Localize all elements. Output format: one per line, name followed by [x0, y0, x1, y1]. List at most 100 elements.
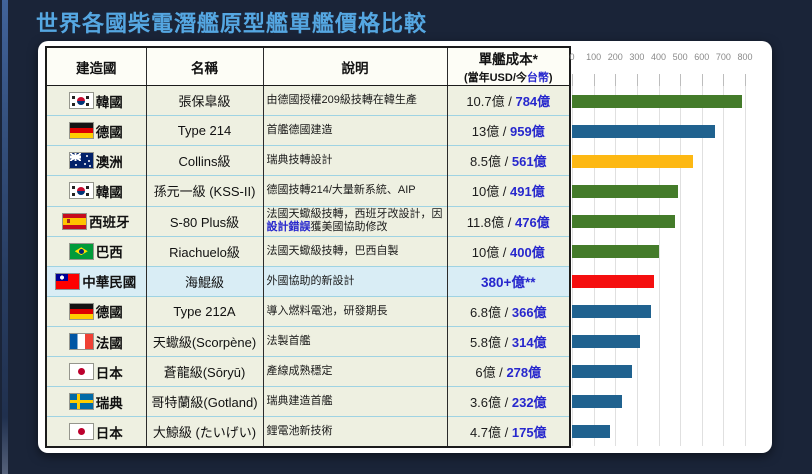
- axis-tick-label: 800: [737, 52, 753, 62]
- cost-cell: 8.5億 / 561億: [446, 145, 570, 176]
- design-error-link[interactable]: 設計錯誤: [266, 221, 311, 234]
- class-name: Collins級: [145, 145, 263, 176]
- class-name: Type 212A: [145, 295, 263, 327]
- x-axis: 0 100 200 300 400 500 600 700 800: [569, 52, 758, 64]
- bar-riachuelo: [572, 244, 659, 258]
- flag-germany-icon: [69, 303, 93, 319]
- description: 瑞典建造首艦: [262, 386, 447, 417]
- table-header-row: 建造國 名稱 說明 單艦成本* (當年USD/今台幣): [45, 47, 570, 86]
- bar-type-214: [572, 124, 715, 138]
- bar-soryu: [572, 364, 633, 378]
- page-title: 世界各國柴電潛艦原型艦單艦價格比較: [36, 11, 428, 36]
- flag-taiwan-icon: [56, 273, 80, 289]
- description: 法國天蠍級技轉，巴西自製: [262, 235, 447, 267]
- description: 導入燃料電池，研發期長: [262, 295, 447, 327]
- country-name: 德國: [95, 305, 123, 321]
- bar-jang-bogo: [572, 94, 742, 108]
- table-row: 德國 Type 212A 導入燃料電池，研發期長 6.8億 / 366億: [45, 295, 570, 327]
- description: 法國天蠍級技轉，西班牙改設計，因設計錯誤獲美國協助修改: [262, 205, 447, 237]
- description: 德國技轉214/大量新系統、AIP: [262, 175, 447, 206]
- flag-south-korea-icon: [69, 183, 93, 199]
- table-row: 瑞典 哥特蘭級(Gotland) 瑞典建造首艦 3.6億 / 232億: [45, 386, 570, 417]
- table-row: 澳洲 Collins級 瑞典技轉設計 8.5億 / 561億: [45, 145, 570, 176]
- header-cost-line2: (當年USD/今台幣): [463, 72, 553, 84]
- country-name: 日本: [95, 365, 123, 381]
- flag-germany-icon: [69, 123, 93, 139]
- bar-hai-kun: [572, 274, 655, 288]
- header-cost: 單艦成本* (當年USD/今台幣): [446, 47, 570, 86]
- submarine-price-table: 建造國 名稱 說明 單艦成本* (當年USD/今台幣) 韓國 張保皐級 由德國授…: [45, 46, 571, 448]
- description: 鋰電池新技術: [262, 416, 447, 447]
- content-card: 建造國 名稱 說明 單艦成本* (當年USD/今台幣) 韓國 張保皐級 由德國授…: [38, 41, 772, 453]
- country-name: 瑞典: [95, 395, 123, 411]
- country-name: 法國: [95, 335, 123, 351]
- country-name: 西班牙: [89, 215, 130, 231]
- description: 瑞典技轉設計: [262, 145, 447, 176]
- header-name: 名稱: [145, 47, 263, 86]
- description: 產線成熟穩定: [262, 356, 447, 387]
- table-row: 韓國 張保皐級 由德國授權209級技轉在韓生產 10.7億 / 784億: [45, 84, 570, 116]
- cost-cell: 6億 / 278億: [446, 356, 570, 387]
- header-cost-line1: 單艦成本*: [478, 52, 538, 67]
- table-row: 韓國 孫元一級 (KSS-II) 德國技轉214/大量新系統、AIP 10億 /…: [45, 175, 570, 206]
- axis-tick-label: 100: [586, 52, 602, 62]
- country-name: 中華民國: [82, 275, 137, 291]
- bar-type-212a: [572, 304, 652, 318]
- bar-kss-ii: [572, 184, 679, 198]
- flag-australia-icon: [69, 153, 93, 169]
- axis-tick-label: 600: [694, 52, 710, 62]
- country-name: 日本: [95, 425, 123, 441]
- cost-cell: 5.8億 / 314億: [446, 325, 570, 357]
- cost-cell: 4.7億 / 175億: [446, 416, 570, 447]
- flag-france-icon: [69, 334, 93, 350]
- table-row: 德國 Type 214 首艦德國建造 13億 / 959億: [45, 115, 570, 146]
- axis-tick-label: 700: [715, 52, 731, 62]
- axis-tick-label: 0: [569, 52, 575, 62]
- class-name: Riachuelo級: [145, 235, 263, 267]
- flag-south-korea-icon: [69, 93, 93, 109]
- class-name: S-80 Plus級: [145, 205, 263, 237]
- bar-gotland: [572, 394, 623, 408]
- chart-plot-area: [572, 86, 758, 446]
- description: 法製首艦: [262, 325, 447, 357]
- cost-cell: 13億 / 959億: [446, 115, 570, 146]
- cost-cell: 11.8億 / 476億: [446, 205, 570, 237]
- axis-ticks: [572, 72, 758, 86]
- flag-japan-icon: [69, 424, 93, 440]
- ntd-link[interactable]: 台幣: [526, 72, 549, 84]
- header-builder-country: 建造國: [45, 47, 146, 86]
- class-name: 大鯨級 (たいげい): [145, 416, 263, 447]
- bar-scorpene: [572, 334, 640, 348]
- description: 首艦德國建造: [262, 115, 447, 146]
- header-description: 說明: [262, 47, 447, 86]
- bar-collins: [572, 154, 694, 168]
- flag-brazil-icon: [69, 243, 93, 259]
- table-row: 巴西 Riachuelo級 法國天蠍級技轉，巴西自製 10億 / 400億: [45, 235, 570, 267]
- cost-cell: 3.6億 / 232億: [446, 386, 570, 417]
- bar-rows: [572, 86, 758, 446]
- class-name: 蒼龍級(Sōryū): [145, 356, 263, 387]
- class-name: 海鯤級: [145, 265, 263, 297]
- table-row-taiwan-highlighted: 中華民國 海鯤級 外國協助的新設計 380+億**: [45, 265, 570, 297]
- cost-cell: 10億 / 400億: [446, 235, 570, 267]
- axis-tick-label: 500: [672, 52, 688, 62]
- cost-cell: 10.7億 / 784億: [446, 84, 570, 116]
- cost-cell: 6.8億 / 366億: [446, 295, 570, 327]
- country-name: 澳洲: [95, 154, 123, 170]
- class-name: 孫元一級 (KSS-II): [145, 175, 263, 206]
- flag-japan-icon: [69, 364, 93, 380]
- class-name: Type 214: [145, 115, 263, 146]
- country-name: 韓國: [95, 94, 123, 110]
- description: 外國協助的新設計: [262, 265, 447, 297]
- left-edge-strip: [2, 0, 8, 474]
- country-name: 德國: [95, 124, 123, 140]
- axis-tick-label: 200: [607, 52, 623, 62]
- table-row: 法國 天蠍級(Scorpène) 法製首艦 5.8億 / 314億: [45, 325, 570, 357]
- axis-tick-label: 300: [629, 52, 645, 62]
- price-bar-chart: 0 100 200 300 400 500 600 700 800: [569, 46, 766, 448]
- cost-cell: 10億 / 491億: [446, 175, 570, 206]
- bar-taigei: [572, 424, 610, 438]
- bar-s80-plus: [572, 214, 675, 228]
- class-name: 哥特蘭級(Gotland): [145, 386, 263, 417]
- country-name: 巴西: [95, 245, 123, 261]
